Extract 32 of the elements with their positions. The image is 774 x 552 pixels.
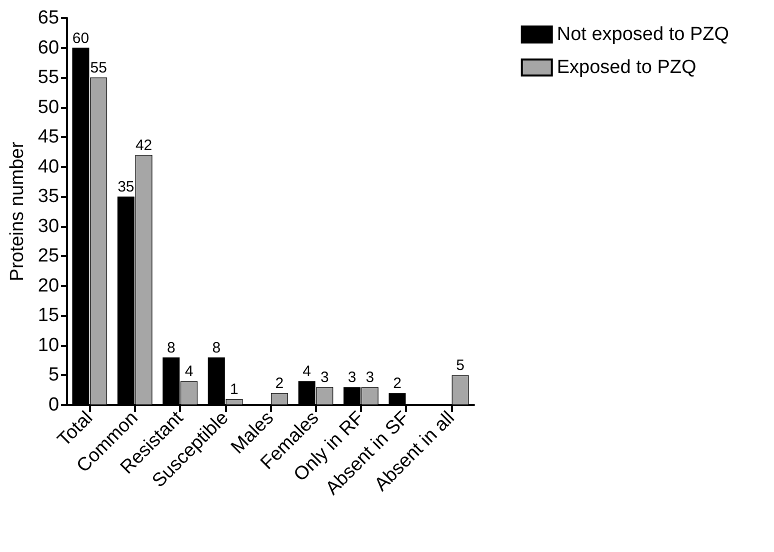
data-label: 35 <box>118 178 134 196</box>
data-label: 2 <box>275 375 284 392</box>
y-tick-label: 15 <box>38 305 60 326</box>
data-label: 42 <box>135 136 152 154</box>
y-tick-label: 55 <box>38 67 60 88</box>
data-label: 4 <box>184 363 194 380</box>
data-label: 5 <box>456 357 464 374</box>
data-label: 55 <box>90 60 107 77</box>
legend-label: Not exposed to PZQ <box>556 24 730 45</box>
data-label: 60 <box>72 30 90 47</box>
data-label: 8 <box>166 339 176 356</box>
y-tick-label: 60 <box>38 37 60 58</box>
data-label: 3 <box>348 369 356 386</box>
data-label: 3 <box>320 369 329 386</box>
y-tick-label: 45 <box>38 126 60 148</box>
data-label: 2 <box>393 375 402 392</box>
y-tick-label: 0 <box>48 394 60 416</box>
data-label: 3 <box>366 369 374 386</box>
y-tick-label: 35 <box>38 186 60 208</box>
y-tick-label: 40 <box>38 156 60 178</box>
data-label: 4 <box>302 363 311 380</box>
y-tick-label: 50 <box>38 96 60 118</box>
y-axis-title: Proteins number <box>7 141 28 282</box>
y-tick-label: 5 <box>48 364 60 386</box>
legend-label: Exposed to PZQ <box>556 57 696 78</box>
y-tick-label: 25 <box>38 246 60 267</box>
y-tick-label: 65 <box>38 8 60 28</box>
y-tick-label: 30 <box>38 216 60 237</box>
data-label: 8 <box>212 339 221 356</box>
data-label: 1 <box>230 381 238 398</box>
y-tick-label: 20 <box>38 275 60 296</box>
y-tick-label: 10 <box>38 334 60 356</box>
